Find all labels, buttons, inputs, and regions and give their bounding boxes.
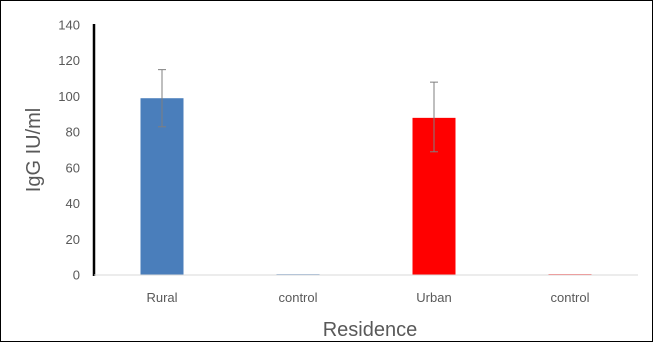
category-label: Rural bbox=[146, 290, 177, 305]
y-tick-label: 40 bbox=[66, 196, 80, 211]
y-tick-labels: 0 20 40 60 80 100 120 140 bbox=[58, 18, 80, 283]
y-tick-label: 80 bbox=[66, 125, 80, 140]
y-tick-label: 120 bbox=[58, 53, 80, 68]
bars-layer bbox=[140, 98, 592, 275]
y-tick-label: 0 bbox=[73, 268, 80, 283]
y-tick-label: 100 bbox=[58, 89, 80, 104]
category-label: Urban bbox=[416, 290, 451, 305]
x-axis-title: Residence bbox=[323, 319, 418, 341]
category-labels: Rural control Urban control bbox=[146, 290, 589, 305]
error-bars-layer bbox=[158, 69, 438, 153]
y-tick-label: 140 bbox=[58, 18, 80, 33]
category-label: control bbox=[278, 290, 317, 305]
y-tick-label: 60 bbox=[66, 160, 80, 175]
error-bar bbox=[430, 81, 438, 153]
category-label: control bbox=[550, 290, 589, 305]
bar bbox=[140, 98, 184, 275]
error-bar bbox=[158, 69, 166, 128]
y-axis-title: IgG IU/ml bbox=[23, 108, 45, 192]
y-tick-label: 20 bbox=[66, 232, 80, 247]
